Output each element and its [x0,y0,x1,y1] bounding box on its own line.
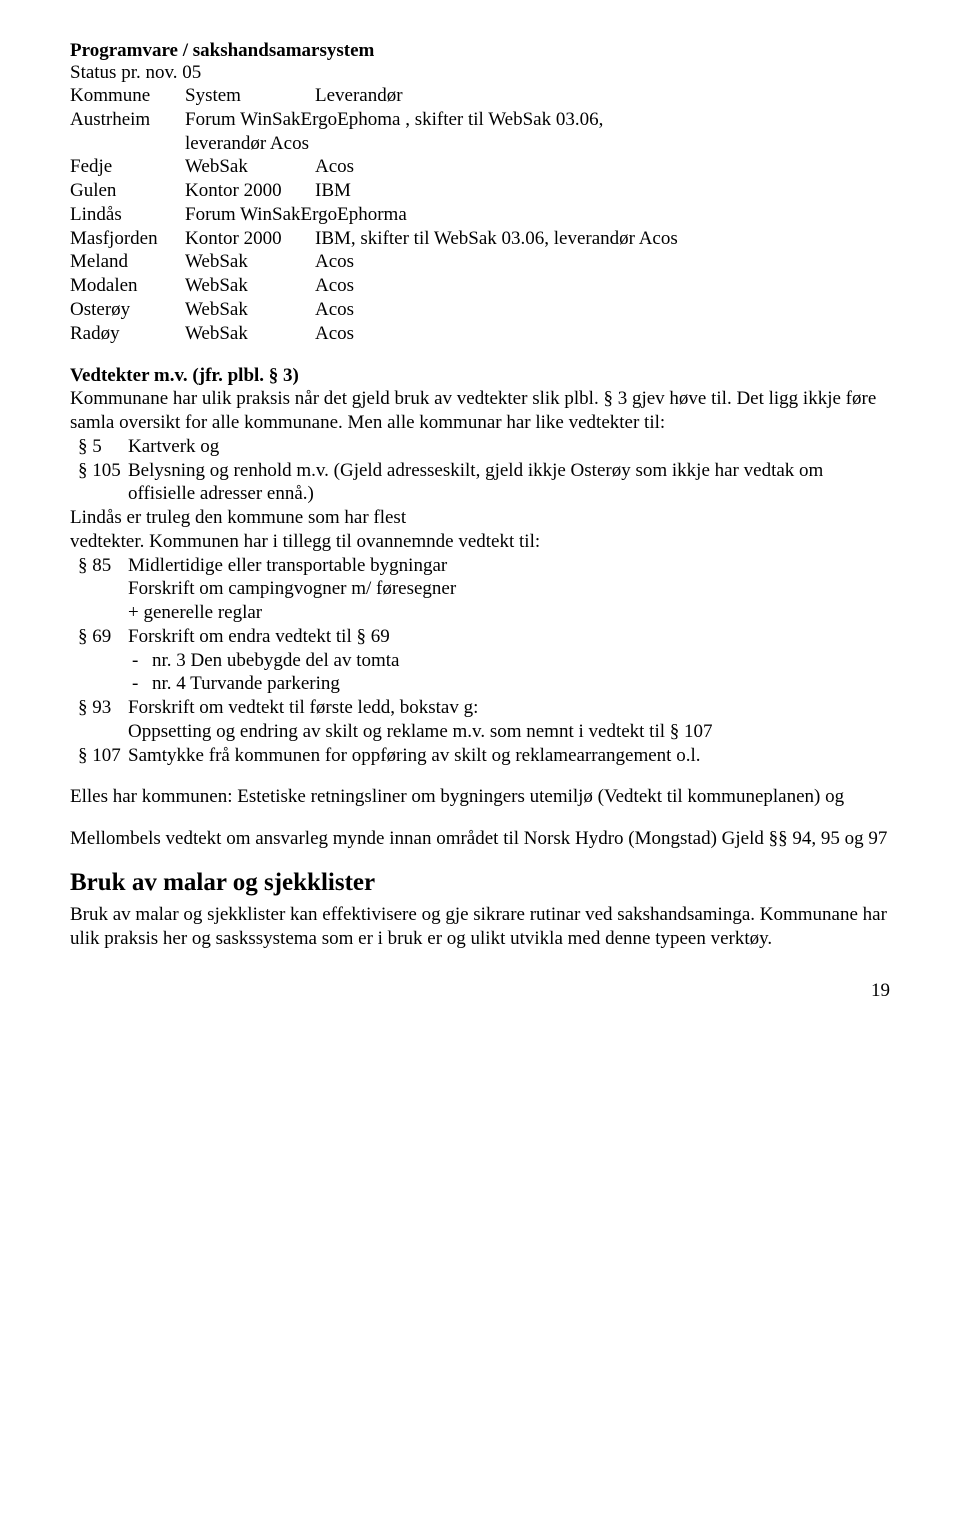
bullet-symbol: § 5 [78,435,128,459]
cell-leverandor: Acos [315,155,678,179]
cell-leverandor: Acos [315,322,678,346]
systems-table: Kommune System Leverandør Austrheim Foru… [70,84,678,345]
vedtekter-bullet: § 93 Forskrift om vedtekt til første led… [78,696,890,720]
cell-kommune: Modalen [70,274,185,298]
cell-kommune: Fedje [70,155,185,179]
cell-system: WebSak [185,250,315,274]
cell-kommune: Lindås [70,203,185,227]
dash-text: nr. 4 Turvande parkering [152,672,340,696]
vedtekter-intro: Kommunane har ulik praksis når det gjeld… [70,387,890,435]
elles-paragraph: Elles har kommunen: Estetiske retningsli… [70,785,890,809]
bullet-symbol: § 69 [78,625,128,649]
table-header-row: Kommune System Leverandør [70,84,678,108]
table-row: Fedje WebSak Acos [70,155,678,179]
bullet-text: Forskrift om endra vedtekt til § 69 [128,625,890,649]
th-system: System [185,84,315,108]
bullet-text: Midlertidige eller transportable bygning… [128,554,890,578]
cell-system: Forum WinSakErgoEphorma [185,203,678,227]
cell-system: Forum WinSakErgoEphoma , skifter til Web… [185,108,678,156]
vedtekter-bullet: § 69 Forskrift om endra vedtekt til § 69 [78,625,890,649]
bullet-subtext: Forskrift om campingvogner m/ føresegner [128,577,890,601]
cell-system: WebSak [185,274,315,298]
cell-kommune: Osterøy [70,298,185,322]
bullet-symbol: § 85 [78,554,128,578]
vedtekter-bullet: § 85 Midlertidige eller transportable by… [78,554,890,578]
bullet-symbol: § 93 [78,696,128,720]
dash-symbol: - [132,672,152,696]
th-leverandor: Leverandør [315,84,678,108]
bullet-text: Forskrift om vedtekt til første ledd, bo… [128,696,890,720]
cell-system: Kontor 2000 [185,227,315,251]
dash-bullet: - nr. 4 Turvande parkering [132,672,890,696]
dash-text: nr. 3 Den ubebygde del av tomta [152,649,399,673]
cell-leverandor: IBM, skifter til WebSak 03.06, leverandø… [315,227,678,251]
table-row: Austrheim Forum WinSakErgoEphoma , skift… [70,108,678,156]
cell-kommune: Gulen [70,179,185,203]
vedtekter-bullet: § 105 Belysning og renhold m.v. (Gjeld a… [78,459,890,507]
vedtekter-bullet: § 5 Kartverk og [78,435,890,459]
table-row: Radøy WebSak Acos [70,322,678,346]
bullet-text: Samtykke frå kommunen for oppføring av s… [128,744,890,768]
vedtekter-bullet: § 107 Samtykke frå kommunen for oppførin… [78,744,890,768]
status-line: Status pr. nov. 05 [70,62,890,84]
bullet-text: Belysning og renhold m.v. (Gjeld adresse… [128,459,890,507]
dash-bullet: - nr. 3 Den ubebygde del av tomta [132,649,890,673]
cell-system: WebSak [185,155,315,179]
cell-kommune: Masfjorden [70,227,185,251]
dash-symbol: - [132,649,152,673]
cell-leverandor: IBM [315,179,678,203]
cell-leverandor: Acos [315,298,678,322]
cell-system: WebSak [185,298,315,322]
vedtekter-heading: Vedtekter m.v. (jfr. plbl. § 3) [70,365,890,387]
malar-heading: Bruk av malar og sjekklister [70,869,890,897]
th-kommune: Kommune [70,84,185,108]
mellombels-paragraph: Mellombels vedtekt om ansvarleg mynde in… [70,827,890,851]
cell-system: WebSak [185,322,315,346]
bullet-subtext: + generelle reglar [128,601,890,625]
cell-kommune: Radøy [70,322,185,346]
document-page: Programvare / sakshandsamarsystem Status… [0,0,960,1042]
table-row: Masfjorden Kontor 2000 IBM, skifter til … [70,227,678,251]
table-row: Lindås Forum WinSakErgoEphorma [70,203,678,227]
cell-kommune: Meland [70,250,185,274]
page-number: 19 [70,980,890,1002]
table-row: Gulen Kontor 2000 IBM [70,179,678,203]
lindas-line2: vedtekter. Kommunen har i tillegg til ov… [70,530,890,554]
bullet-symbol: § 105 [78,459,128,507]
bullet-text: Kartverk og [128,435,890,459]
table-row: Modalen WebSak Acos [70,274,678,298]
malar-body: Bruk av malar og sjekklister kan effekti… [70,903,890,951]
cell-leverandor: Acos [315,274,678,298]
table-row: Meland WebSak Acos [70,250,678,274]
lindas-line1: Lindås er truleg den kommune som har fle… [70,506,890,530]
cell-leverandor: Acos [315,250,678,274]
bullet-symbol: § 107 [78,744,128,768]
page-title: Programvare / sakshandsamarsystem [70,40,890,62]
table-row: Osterøy WebSak Acos [70,298,678,322]
bullet-subtext: Oppsetting og endring av skilt og reklam… [128,720,890,744]
cell-system: Kontor 2000 [185,179,315,203]
cell-kommune: Austrheim [70,108,185,156]
